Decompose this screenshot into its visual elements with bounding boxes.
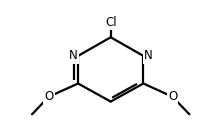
Text: Cl: Cl [105,16,116,29]
Text: O: O [168,90,177,103]
Text: O: O [44,90,53,103]
Text: N: N [144,49,153,62]
Text: N: N [69,49,77,62]
